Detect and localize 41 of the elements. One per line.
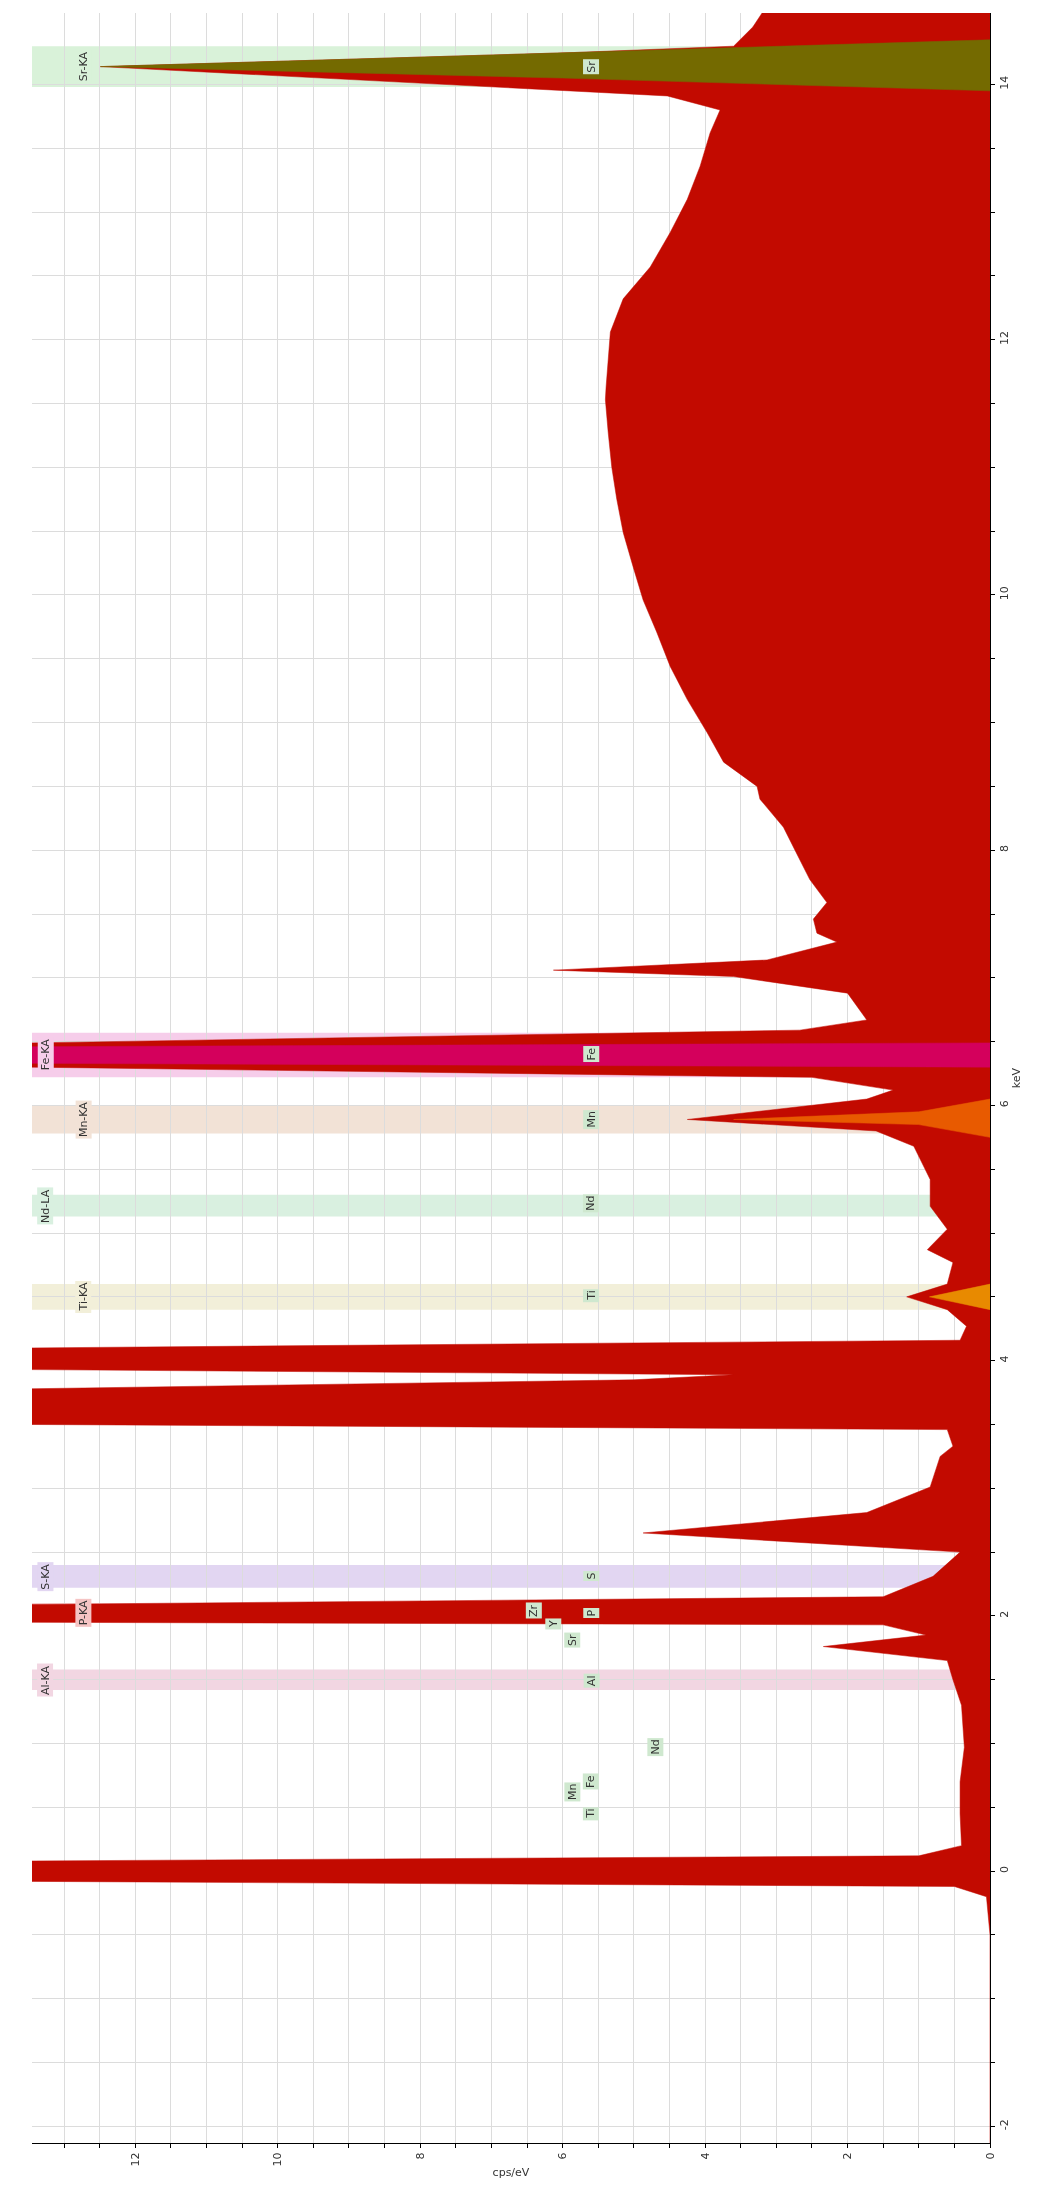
- annotation: Fe: [584, 1775, 598, 1788]
- band-label: P-KA: [76, 1599, 90, 1626]
- annotation: P: [584, 1609, 598, 1617]
- annotation: Ti: [584, 1808, 598, 1819]
- band-label: Nd-LA: [38, 1189, 52, 1223]
- band-label: S-KA: [38, 1563, 52, 1590]
- annotation: Sr: [565, 1634, 579, 1647]
- band-label: Fe-KA: [39, 1038, 53, 1071]
- annotation: Y: [546, 1619, 560, 1628]
- annotation: Al: [585, 1675, 599, 1687]
- y-tick-label: 4: [998, 1355, 1012, 1363]
- band-label: Sr-KA: [77, 51, 91, 82]
- y-tick-label: -2: [998, 2119, 1012, 2131]
- annotation: Nd: [584, 1195, 598, 1211]
- x-tick-label: 2: [841, 2152, 855, 2160]
- band-label: Ti-KA: [76, 1282, 90, 1312]
- annotation: Fe: [584, 1047, 598, 1061]
- annotation: Ti: [584, 1290, 598, 1301]
- y-tick-label: 14: [998, 75, 1012, 90]
- x-axis-title: cps/eV: [492, 2165, 530, 2179]
- y-tick-label: 6: [998, 1100, 1012, 1108]
- annotation: Mn: [565, 1783, 579, 1800]
- x-tick-label: 4: [698, 2152, 712, 2160]
- y-axis-title: keV: [1010, 1067, 1024, 1089]
- x-tick-label: 0: [983, 2152, 997, 2160]
- y-tick-label: 12: [998, 331, 1012, 346]
- band-label: Al-KA: [38, 1665, 52, 1696]
- x-tick-label: 8: [413, 2152, 427, 2160]
- y-tick-label: 8: [998, 845, 1012, 853]
- y-tick-label: 0: [998, 1866, 1012, 1874]
- y-tick-label: 10: [998, 586, 1012, 601]
- x-tick-label: 12: [128, 2152, 142, 2167]
- band-label: Mn-KA: [77, 1101, 91, 1138]
- annotation: S: [584, 1572, 598, 1580]
- x-tick-label: 10: [271, 2152, 285, 2167]
- annotation: Zr: [527, 1604, 541, 1617]
- annotation: Nd: [648, 1739, 662, 1755]
- annotation: Sr: [584, 60, 598, 73]
- annotation: Mn: [584, 1111, 598, 1128]
- y-tick-label: 2: [998, 1610, 1012, 1618]
- x-tick-label: 6: [556, 2152, 570, 2160]
